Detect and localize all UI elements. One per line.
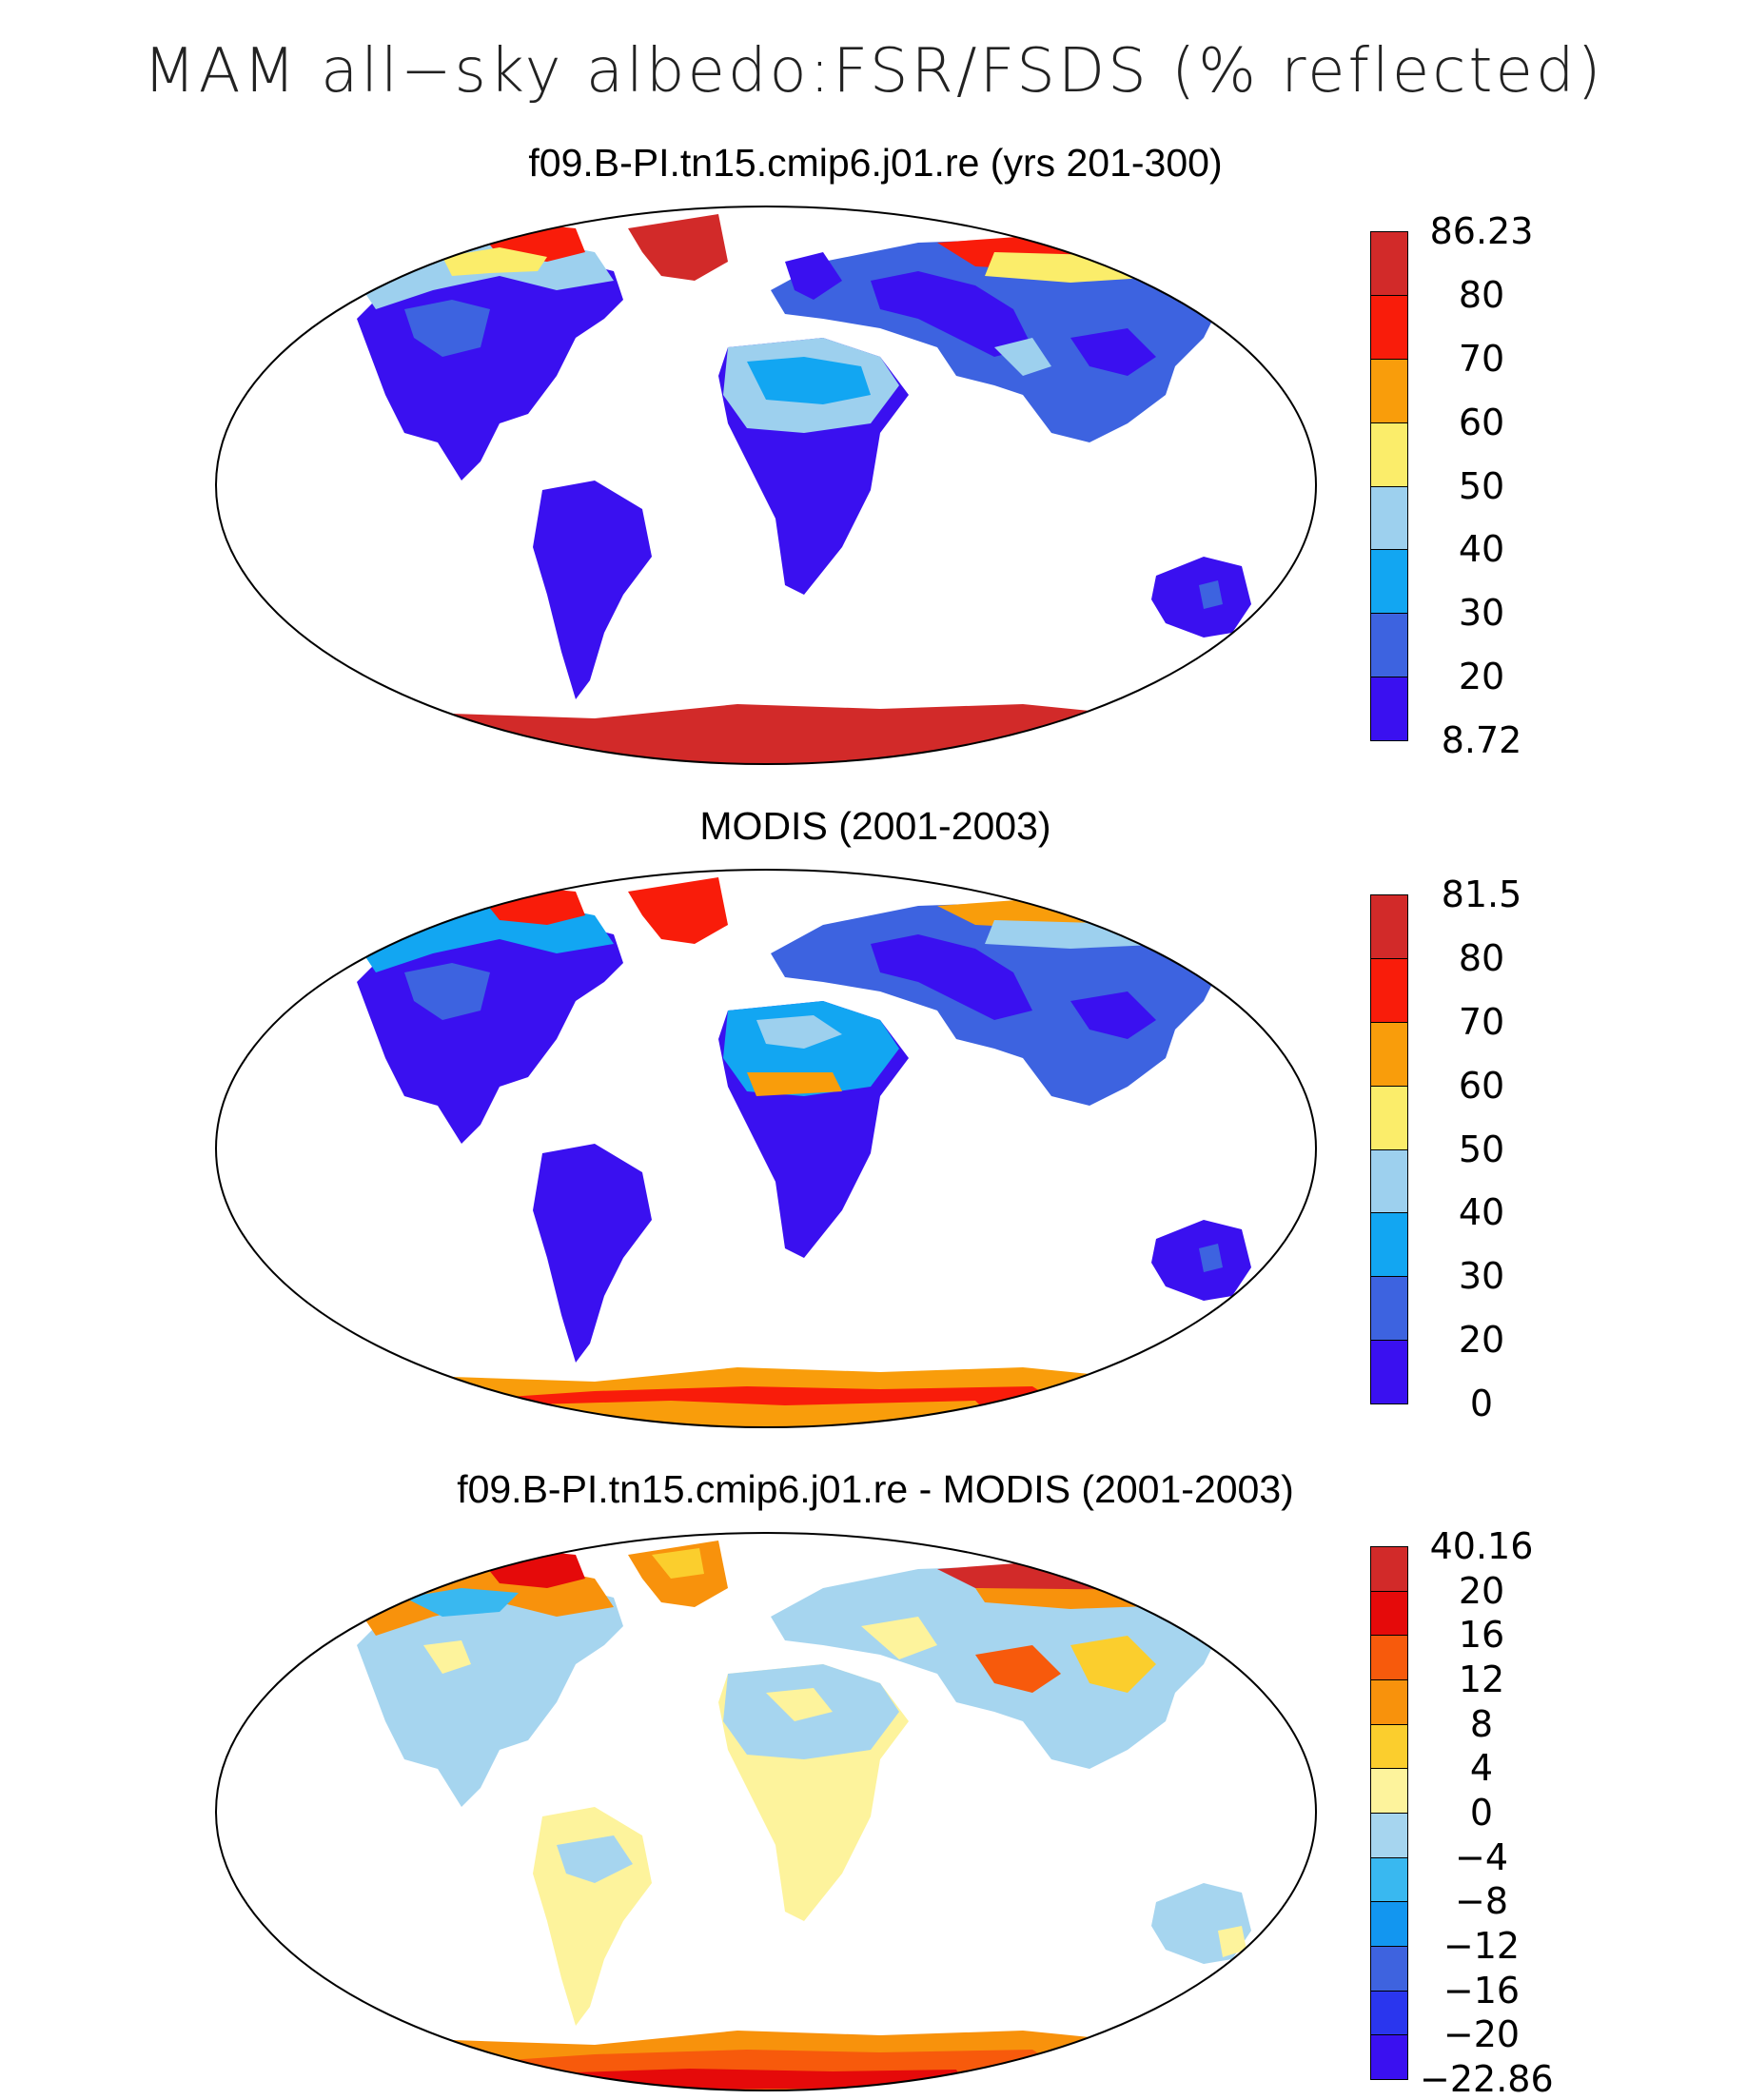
panel-title-diff: f09.B-PI.tn15.cmip6.j01.re - MODIS (2001… <box>457 1467 1294 1511</box>
colorbar-swatch <box>1370 1340 1408 1404</box>
colorbar-swatch <box>1370 422 1408 487</box>
map-model <box>215 206 1317 765</box>
colorbar-label: 70 <box>1458 337 1505 380</box>
colorbar-label: 20 <box>1458 1569 1505 1612</box>
continent-south-america <box>533 481 652 699</box>
colorbar-swatch <box>1370 1546 1408 1592</box>
colorbar-label: 86.23 <box>1429 210 1534 252</box>
colorbar-label: 50 <box>1458 1128 1505 1170</box>
colorbar-swatch <box>1370 1276 1408 1342</box>
colorbar-label: 30 <box>1458 592 1505 635</box>
colorbar-swatch <box>1370 677 1408 741</box>
map-diff <box>215 1532 1317 2091</box>
colorbar-swatch <box>1370 613 1408 678</box>
continent-north-america <box>357 1580 623 1807</box>
panel-title-obs: MODIS (2001-2003) <box>699 804 1051 848</box>
figure-title: MAM all−sky albedo:FSR/FSDS (% reflected… <box>143 36 1604 107</box>
colorbar-label: 8 <box>1469 1702 1494 1745</box>
colorbar-swatch <box>1370 1679 1408 1725</box>
colorbar-swatch <box>1370 231 1408 296</box>
colorbar-label: 60 <box>1458 401 1505 443</box>
colorbar-label: 81.5 <box>1441 873 1522 915</box>
antarctica <box>271 704 1261 764</box>
colorbar-label: 8.72 <box>1441 719 1522 761</box>
colorbar-swatch <box>1370 1990 1408 2036</box>
colorbar-diff: −22.86 −20 −16 −12 −8 −4 0 4 8 12 16 20 40.16 <box>1370 1528 1599 2097</box>
colorbar-label: 20 <box>1458 656 1505 698</box>
colorbar-label: −12 <box>1443 1925 1521 1967</box>
colorbar-label: 0 <box>1469 1383 1494 1424</box>
colorbar-label: 40.16 <box>1429 1525 1534 1567</box>
colorbar-swatch <box>1370 1946 1408 1992</box>
colorbar-label: −22.86 <box>1420 2058 1554 2100</box>
continent-south-america <box>533 1144 652 1363</box>
colorbar-label: 60 <box>1458 1064 1505 1107</box>
colorbar-swatch <box>1370 1212 1408 1278</box>
colorbar-swatch <box>1370 358 1408 423</box>
colorbar-swatch <box>1370 2034 1408 2080</box>
colorbar-swatch <box>1370 1085 1408 1150</box>
colorbar-label: −20 <box>1443 2013 1521 2056</box>
colorbar-swatch <box>1370 549 1408 615</box>
colorbar-swatch <box>1370 294 1408 360</box>
colorbar-obs: 0 20 30 40 50 60 70 80 81.5 <box>1370 876 1599 1422</box>
colorbar-swatch <box>1370 1901 1408 1947</box>
colorbar-label: 40 <box>1458 1191 1505 1234</box>
colorbar-swatch <box>1370 1590 1408 1637</box>
colorbar-label: 20 <box>1458 1319 1505 1362</box>
colorbar-label: 80 <box>1458 936 1505 979</box>
greenland <box>628 214 728 281</box>
map-obs <box>215 869 1317 1428</box>
colorbar-swatch <box>1370 485 1408 551</box>
colorbar-swatch <box>1370 957 1408 1023</box>
colorbar-swatch <box>1370 1723 1408 1770</box>
colorbar-label: 0 <box>1469 1792 1494 1834</box>
colorbar-label: 80 <box>1458 273 1505 316</box>
colorbar-swatch <box>1370 1635 1408 1680</box>
colorbar-swatch <box>1370 1813 1408 1858</box>
colorbar-swatch <box>1370 1856 1408 1903</box>
colorbar-label: −16 <box>1443 1969 1521 2012</box>
colorbar-label: 16 <box>1458 1614 1505 1657</box>
colorbar-label: 70 <box>1458 1000 1505 1043</box>
greenland <box>628 877 728 944</box>
colorbar-label: 40 <box>1458 528 1505 571</box>
colorbar-swatch <box>1370 1148 1408 1214</box>
colorbar-swatch <box>1370 894 1408 959</box>
colorbar-label: −8 <box>1454 1880 1509 1923</box>
colorbar-label: 30 <box>1458 1255 1505 1298</box>
colorbar-model: 8.72 20 30 40 50 60 70 80 86.23 <box>1370 213 1599 758</box>
colorbar-label: 50 <box>1458 464 1505 507</box>
panel-title-model: f09.B-PI.tn15.cmip6.j01.re (yrs 201-300) <box>528 141 1223 185</box>
colorbar-label: 4 <box>1469 1747 1494 1790</box>
colorbar-swatch <box>1370 1768 1408 1814</box>
colorbar-swatch <box>1370 1021 1408 1087</box>
colorbar-label: 12 <box>1458 1658 1505 1700</box>
colorbar-label: −4 <box>1454 1835 1509 1878</box>
